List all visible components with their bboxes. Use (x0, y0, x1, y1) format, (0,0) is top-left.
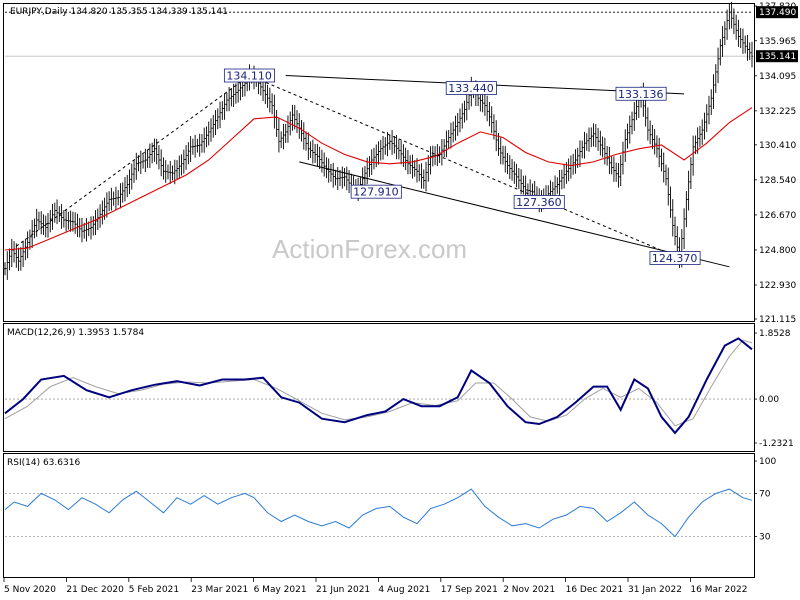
main-price-layer: 134.110 133.440 133.136 127.910 127.360 124.3… (3, 1, 754, 280)
annotation-label: 133.440 (448, 82, 494, 95)
y-tick-label: 134.095 (759, 72, 796, 82)
x-tick-label: 16 Mar 2022 (690, 585, 747, 595)
y-tick-label: 124.800 (759, 246, 796, 256)
annotation-box (350, 184, 402, 199)
x-tick-label: 4 Aug 2021 (378, 585, 430, 595)
y-tick-label: 128.540 (759, 176, 796, 186)
x-tick-label: 5 Feb 2021 (129, 585, 179, 595)
annotation-label: 124.370 (652, 252, 698, 265)
annotation-box (445, 81, 497, 95)
x-tick-label: 2 Nov 2021 (503, 585, 555, 595)
y-tick-label: 126.670 (759, 211, 796, 221)
dashed-trend-line (16, 75, 250, 247)
x-tick-label: 16 Dec 2021 (566, 585, 624, 595)
annotation-label: 127.360 (516, 196, 562, 209)
annotation-box (513, 195, 565, 209)
rsi-y-tick-label: 70 (759, 489, 771, 499)
x-tick-label: 21 Dec 2020 (66, 585, 124, 595)
y-tick-label: 122.930 (759, 281, 796, 291)
rsi-layer (4, 488, 753, 538)
watermark: ActionForex.com (272, 234, 467, 264)
x-tick-label: 23 Mar 2021 (191, 585, 248, 595)
x-tick-label: 6 May 2021 (254, 585, 307, 595)
y-tick-label: 130.410 (759, 141, 796, 151)
x-tick-label: 21 Jun 2021 (316, 585, 370, 595)
annotation-box (649, 251, 701, 265)
rsi-header: RSI(14) 63.6316 (7, 458, 80, 468)
moving-average-line (4, 107, 753, 251)
annotation-box (615, 86, 667, 101)
rsi-y-tick-label: 100 (759, 457, 776, 467)
rsi-line (4, 488, 753, 538)
rsi-panel-frame (3, 453, 755, 578)
price-tag-label: 137.490 (759, 8, 796, 18)
x-tick-label: 31 Jan 2022 (628, 585, 682, 595)
macd-layer (4, 337, 753, 435)
annotation-label: 134.110 (226, 70, 272, 83)
macd-line (4, 337, 753, 435)
macd-y-tick-label: 0.00 (759, 395, 779, 405)
x-axis-labels: 5 Nov 2020 21 Dec 2020 5 Feb 2021 23 Mar 20… (3, 578, 747, 595)
x-tick-label: 5 Nov 2020 (4, 585, 56, 595)
x-tick-label: 17 Sep 2021 (441, 585, 498, 595)
y-axis-labels: 137.820135.965134.095132.225130.410128.5… (754, 2, 798, 543)
macd-panel-frame (3, 323, 755, 452)
macd-header: MACD(12,26,9) 1.3953 1.5784 (7, 328, 144, 338)
macd-y-tick-label: 1.8528 (759, 329, 791, 339)
annotation-label: 127.910 (353, 186, 399, 199)
annotation-box (223, 68, 275, 83)
y-tick-label: 132.225 (759, 107, 796, 117)
y-tick-label: 135.965 (759, 37, 796, 47)
price-tag-box (756, 50, 798, 63)
y-tick-label: 121.115 (759, 315, 796, 325)
rsi-y-tick-label: 30 (759, 533, 771, 543)
annotation-label: 133.136 (618, 88, 664, 101)
trend-line (299, 161, 730, 268)
price-tag-box (756, 6, 798, 19)
macd-y-tick-label: -1.2321 (759, 439, 794, 449)
price-tag-label: 135.141 (759, 52, 796, 62)
